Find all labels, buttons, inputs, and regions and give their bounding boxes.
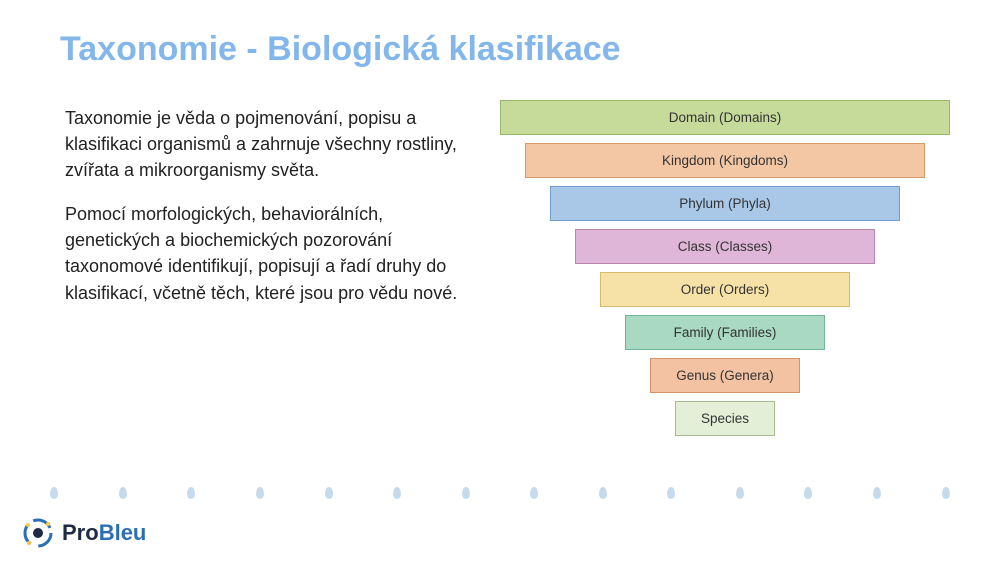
- decorative-dots-row: [0, 487, 1000, 499]
- funnel-level-4: Order (Orders): [600, 272, 850, 307]
- funnel-row: Order (Orders): [495, 272, 955, 307]
- decorative-dot: [873, 487, 881, 499]
- body-text: Taxonomie je věda o pojmenování, popisu …: [65, 105, 465, 324]
- paragraph-1: Taxonomie je věda o pojmenování, popisu …: [65, 105, 465, 183]
- funnel-row: Kingdom (Kingdoms): [495, 143, 955, 178]
- decorative-dot: [599, 487, 607, 499]
- funnel-row: Family (Families): [495, 315, 955, 350]
- funnel-level-1: Kingdom (Kingdoms): [525, 143, 925, 178]
- funnel-level-6: Genus (Genera): [650, 358, 800, 393]
- decorative-dot: [462, 487, 470, 499]
- taxonomy-funnel: Domain (Domains) Kingdom (Kingdoms) Phylum…: [495, 100, 955, 444]
- funnel-row: Species: [495, 401, 955, 436]
- funnel-level-0: Domain (Domains): [500, 100, 950, 135]
- funnel-level-7: Species: [675, 401, 775, 436]
- funnel-level-2: Phylum (Phyla): [550, 186, 900, 221]
- funnel-level-3: Class (Classes): [575, 229, 875, 264]
- decorative-dot: [530, 487, 538, 499]
- logo-text: ProBleu: [62, 520, 146, 546]
- logo-mark-icon: [22, 517, 54, 549]
- decorative-dot: [187, 487, 195, 499]
- decorative-dot: [50, 487, 58, 499]
- funnel-row: Phylum (Phyla): [495, 186, 955, 221]
- funnel-row: Genus (Genera): [495, 358, 955, 393]
- slide: Taxonomie - Biologická klasifikace Taxon…: [0, 0, 1000, 563]
- paragraph-2: Pomocí morfologických, behaviorálních, g…: [65, 201, 465, 305]
- funnel-level-5: Family (Families): [625, 315, 825, 350]
- decorative-dot: [119, 487, 127, 499]
- logo: ProBleu: [22, 517, 146, 549]
- decorative-dot: [942, 487, 950, 499]
- decorative-dot: [667, 487, 675, 499]
- decorative-dot: [736, 487, 744, 499]
- funnel-row: Class (Classes): [495, 229, 955, 264]
- decorative-dot: [325, 487, 333, 499]
- decorative-dot: [804, 487, 812, 499]
- decorative-dot: [256, 487, 264, 499]
- page-title: Taxonomie - Biologická klasifikace: [60, 30, 621, 69]
- funnel-row: Domain (Domains): [495, 100, 955, 135]
- logo-text-bleu: Bleu: [99, 520, 147, 545]
- decorative-dot: [393, 487, 401, 499]
- logo-text-pro: Pro: [62, 520, 99, 545]
